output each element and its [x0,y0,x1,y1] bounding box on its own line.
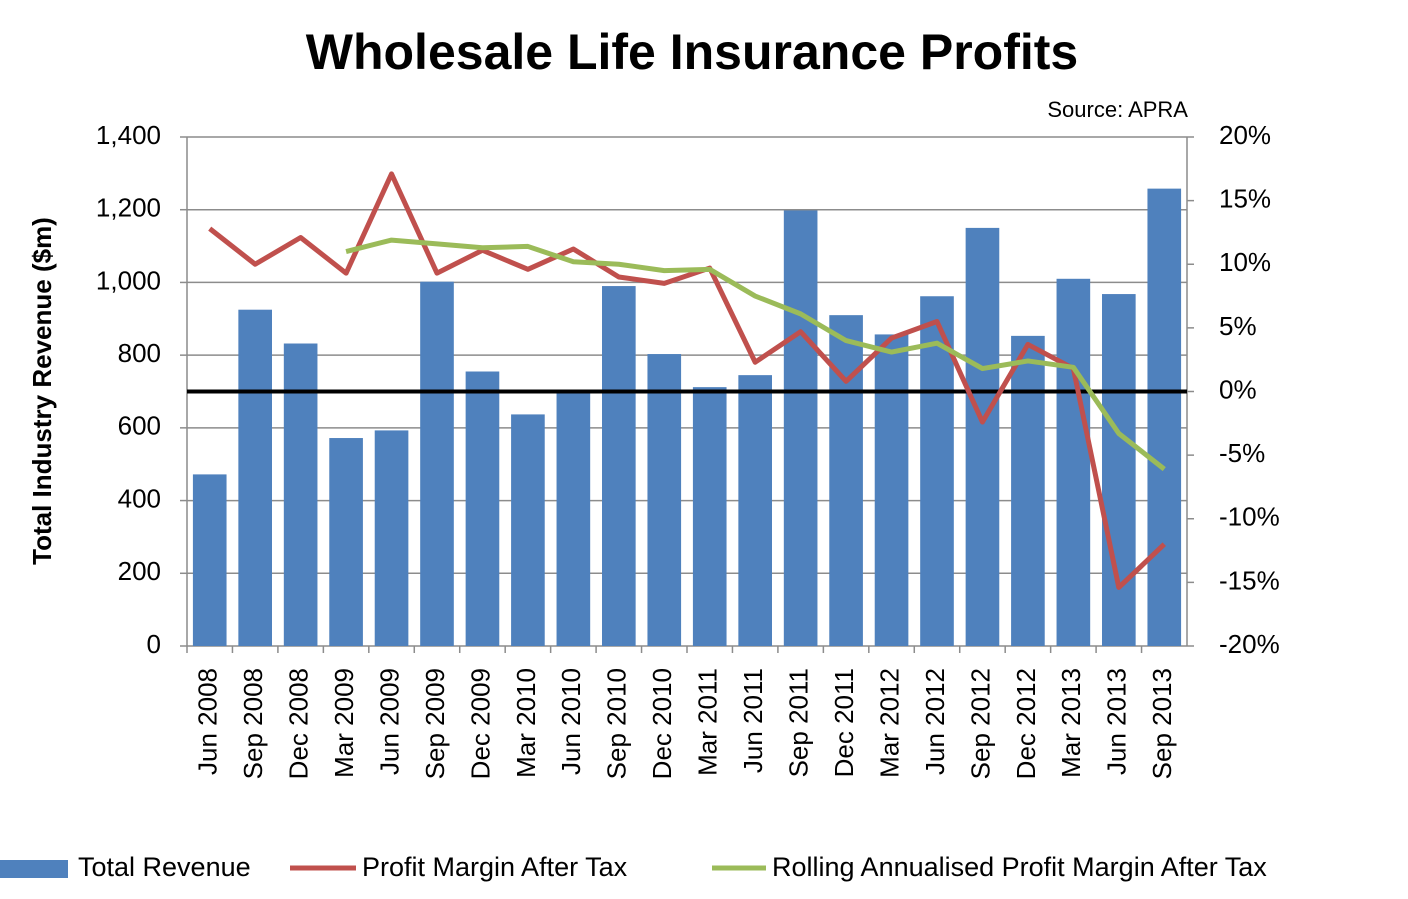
bar [420,281,454,646]
y-tick-label: 200 [118,556,161,586]
x-tick-label: Jun 2010 [556,668,586,775]
legend-swatch [0,860,68,878]
bar [1102,294,1136,646]
bar [692,387,727,646]
bar [1011,335,1045,646]
x-tick-label: Jun 2009 [374,668,404,775]
bar [374,430,409,646]
x-tick-label: Sep 2011 [784,668,814,777]
bar [238,309,272,646]
bar [329,438,363,646]
bar [1056,278,1091,646]
x-tick-label: Dec 2008 [284,668,314,779]
bar [738,375,772,646]
x-tick-label: Mar 2012 [874,668,904,778]
y2-tick-label: 10% [1219,247,1271,277]
legend-label: Profit Margin After Tax [362,852,628,882]
bar [647,354,682,646]
y2-tick-label: 15% [1219,184,1271,214]
x-tick-label: Sep 2008 [238,668,268,779]
chart-title: Wholesale Life Insurance Profits [306,24,1078,80]
y2-tick-label: -15% [1219,565,1280,595]
bar [1147,188,1182,646]
source: Source: APRA [1047,97,1188,122]
legend-label: Rolling Annualised Profit Margin After T… [772,852,1267,882]
bar [602,286,636,646]
bar [283,343,318,646]
x-tick-label: Mar 2009 [329,668,359,778]
x-tick-label: Sep 2012 [965,668,995,779]
y-tick-label: 800 [118,338,161,368]
x-tick-label: Mar 2010 [511,668,541,778]
x-tick-label: Sep 2013 [1147,668,1177,779]
y-tick-label: 400 [118,483,161,513]
x-tick-label: Jun 2012 [920,668,950,775]
x-tick-label: Jun 2013 [1102,668,1132,775]
y2-tick-label: -20% [1219,629,1280,659]
bar [192,474,227,646]
y-axis-title: Total Industry Revenue ($m) [27,217,57,565]
x-tick-label: Mar 2013 [1056,668,1086,778]
x-tick-label: Mar 2011 [693,668,723,776]
y2-tick-label: 5% [1219,311,1257,341]
y-tick-label: 0 [147,629,161,659]
x-tick-label: Dec 2011 [829,668,859,777]
x-tick-label: Sep 2010 [602,668,632,779]
bar [783,210,818,647]
y2-tick-label: -5% [1219,438,1265,468]
bar [556,391,591,646]
bar [965,227,1000,646]
bar [920,296,954,646]
x-tick-label: Jun 2011 [738,668,768,773]
y-tick-label: 1,000 [96,265,161,295]
y-tick-label: 1,400 [96,120,161,150]
bar [874,334,909,646]
x-tick-label: Dec 2010 [647,668,677,779]
y2-tick-label: -10% [1219,502,1280,532]
y2-tick-label: 0% [1219,374,1257,404]
x-tick-label: Dec 2012 [1011,668,1041,779]
x-tick-label: Dec 2009 [465,668,495,779]
legend-label: Total Revenue [78,852,251,882]
line [345,237,1166,472]
bar [511,414,545,646]
y2-tick-label: 20% [1219,120,1271,150]
y-tick-label: 1,200 [96,193,161,223]
bar [465,371,500,646]
y-tick-label: 600 [118,411,161,441]
line [208,171,1166,590]
x-tick-label: Jun 2008 [193,668,223,775]
x-tick-label: Sep 2009 [420,668,450,779]
